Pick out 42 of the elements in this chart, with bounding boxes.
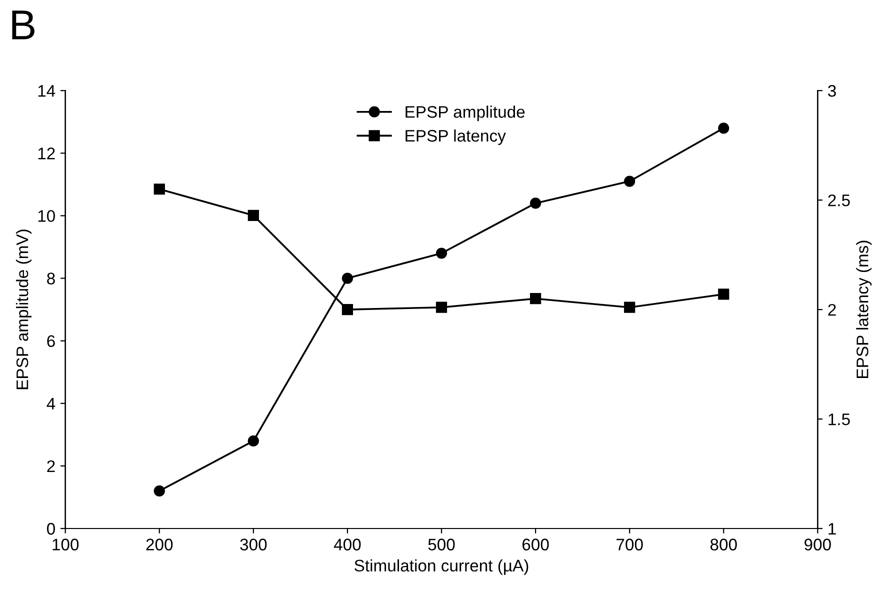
point bbox=[718, 122, 730, 134]
x-tick-label: 200 bbox=[146, 538, 173, 550]
y2-tick-label: 3 bbox=[828, 85, 836, 97]
legend-label: EPSP latency bbox=[406, 129, 506, 146]
y-tick-label: 2 bbox=[47, 460, 55, 472]
point bbox=[248, 435, 259, 446]
x-axis-title: Stimulation current (µA) bbox=[354, 559, 528, 575]
point bbox=[154, 184, 165, 195]
x-tick-label: 400 bbox=[334, 538, 361, 550]
point bbox=[624, 302, 636, 313]
point bbox=[154, 485, 165, 497]
x-tick-label: 800 bbox=[710, 538, 737, 550]
x-tick-label: 700 bbox=[616, 538, 643, 550]
legend-label: EPSP amplitude bbox=[406, 106, 525, 122]
y2-tick-label: 2 bbox=[828, 304, 836, 316]
y2-axis-title: EPSP latency (ms) bbox=[856, 240, 872, 378]
point bbox=[624, 176, 636, 187]
point bbox=[530, 293, 542, 304]
y-tick-label: 4 bbox=[46, 398, 56, 410]
y-tick-label: 0 bbox=[47, 522, 55, 535]
x-tick-label: 600 bbox=[522, 538, 549, 550]
x-tick-label: 900 bbox=[804, 538, 831, 550]
point bbox=[530, 198, 542, 209]
x-tick-label: 500 bbox=[428, 538, 455, 550]
y2-tick-label: 2.5 bbox=[828, 194, 850, 206]
point bbox=[342, 272, 354, 284]
point bbox=[436, 248, 448, 259]
point bbox=[248, 210, 259, 221]
y2-tick-label: 1.5 bbox=[828, 414, 850, 426]
y-tick-label: 6 bbox=[47, 335, 55, 348]
x-tick-label: 300 bbox=[240, 538, 267, 550]
y-tick-label: 10 bbox=[38, 210, 55, 222]
y2-tick-label: 1 bbox=[828, 523, 836, 535]
y-tick-label: 14 bbox=[38, 85, 56, 97]
point bbox=[342, 304, 354, 316]
chart-title: B bbox=[12, 10, 34, 40]
y-axis-title: EPSP amplitude (mV) bbox=[16, 230, 32, 390]
point bbox=[718, 288, 730, 300]
y-tick-label: 8 bbox=[47, 272, 55, 284]
x-tick-label: 100 bbox=[52, 538, 79, 550]
point bbox=[436, 302, 448, 313]
y-tick-label: 12 bbox=[38, 148, 55, 160]
